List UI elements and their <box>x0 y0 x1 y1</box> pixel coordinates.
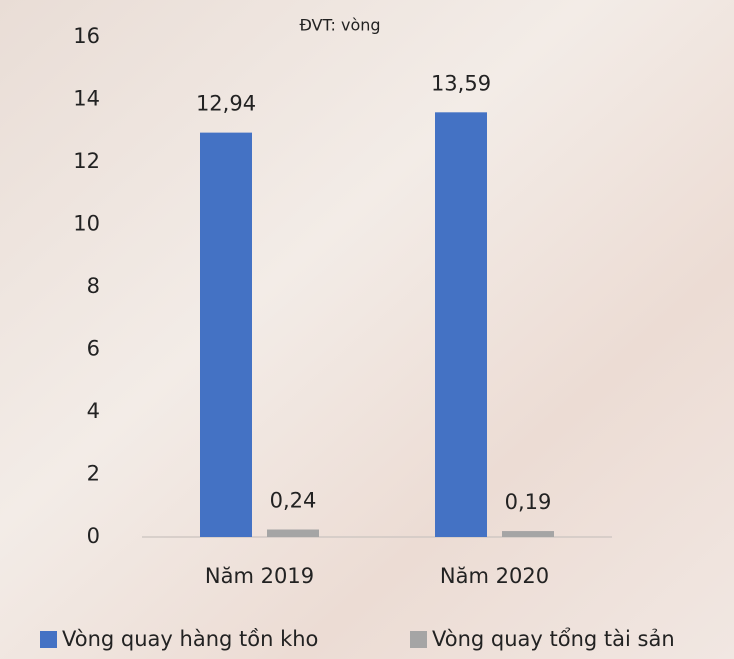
legend-swatch <box>40 631 57 648</box>
x-tick-label: Năm 2020 <box>440 564 549 588</box>
y-tick-label: 12 <box>73 149 100 173</box>
y-tick-label: 16 <box>73 24 100 48</box>
bar <box>267 529 319 537</box>
y-tick-label: 2 <box>87 462 100 486</box>
y-tick-label: 0 <box>87 524 100 548</box>
value-label: 13,59 <box>431 71 491 95</box>
value-label: 0,24 <box>270 489 317 513</box>
value-label: 0,19 <box>505 490 552 514</box>
legend-swatch <box>410 631 427 648</box>
bar <box>200 132 252 537</box>
y-tick-label: 6 <box>87 337 100 361</box>
bar <box>435 112 487 537</box>
x-tick-label: Năm 2019 <box>205 564 314 588</box>
y-tick-label: 4 <box>87 399 100 423</box>
y-tick-label: 14 <box>73 87 100 111</box>
y-tick-label: 8 <box>87 274 100 298</box>
y-tick-label: 10 <box>73 212 100 236</box>
value-label: 12,94 <box>196 92 256 116</box>
chart-subtitle: ĐVT: vòng <box>299 16 380 35</box>
bar <box>502 531 554 537</box>
legend-label: Vòng quay hàng tồn kho <box>62 627 318 651</box>
legend-label: Vòng quay tổng tài sản <box>432 627 675 651</box>
